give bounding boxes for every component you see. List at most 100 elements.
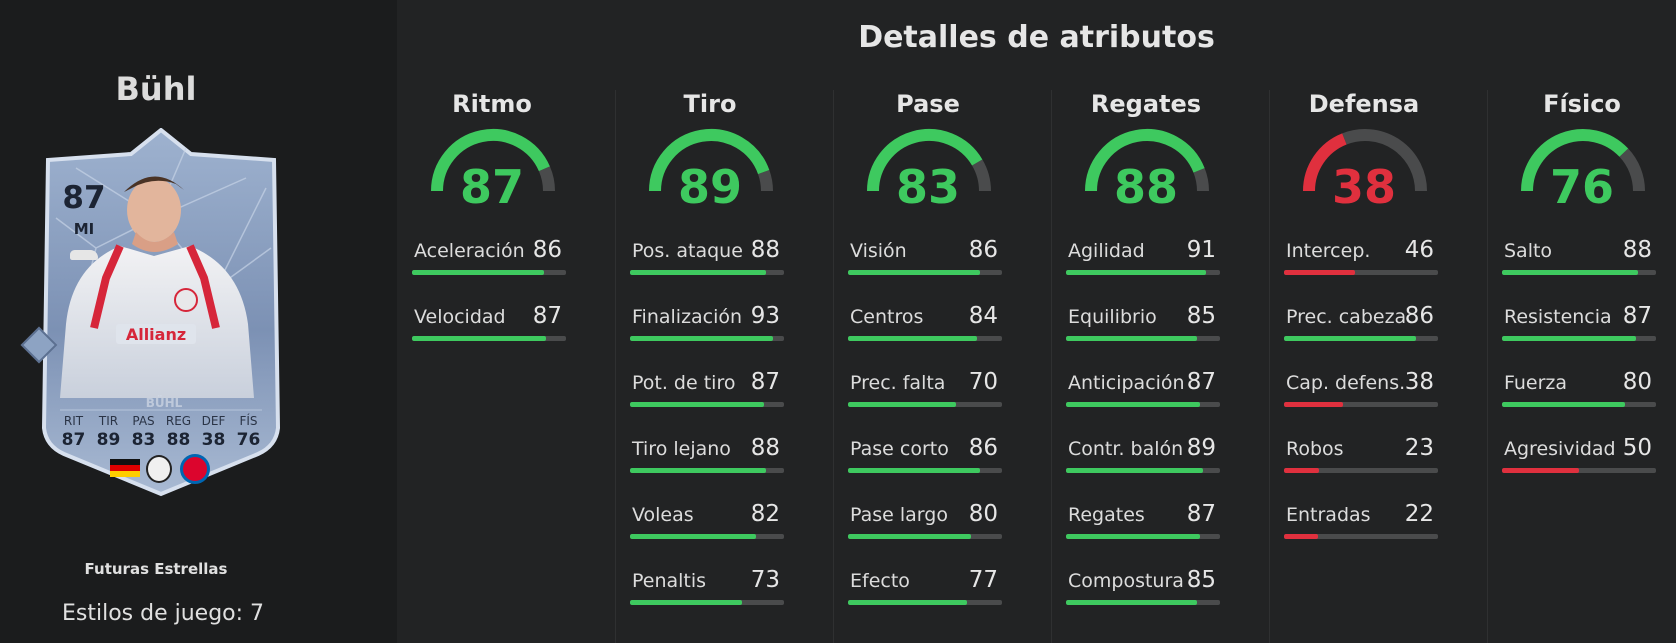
- category-gauge: [867, 129, 991, 192]
- boot-icon: [70, 250, 98, 260]
- stat-row: Equilibrio 85: [1066, 303, 1226, 356]
- stat-label: Prec. cabeza: [1286, 306, 1407, 328]
- stat-bar-fill: [1066, 534, 1200, 539]
- category-gauge: [1521, 129, 1645, 192]
- stat-value: 22: [1404, 501, 1434, 527]
- stat-row: Pos. ataque 88: [630, 237, 790, 290]
- category-value: 88: [1113, 160, 1178, 214]
- stat-value: 87: [532, 303, 562, 329]
- category-5: Físico 76 Salto 88 Resistencia 87 Fuerza 80 Agre…: [1502, 90, 1662, 630]
- stat-label: Pase largo: [850, 504, 948, 526]
- stat-bar: [1066, 534, 1220, 539]
- category-name: Físico: [1543, 90, 1621, 118]
- column-divider: [833, 90, 834, 643]
- stat-value: 88: [750, 237, 780, 263]
- column-divider: [1269, 90, 1270, 643]
- stat-row: Centros 84: [848, 303, 1008, 356]
- stat-value: 86: [1404, 303, 1434, 329]
- stat-bar: [1066, 270, 1220, 275]
- stat-bar-fill: [630, 270, 766, 275]
- card-stat-value: 38: [201, 430, 226, 450]
- card-stat-value: 89: [96, 430, 121, 450]
- stat-row: Intercep. 46: [1284, 237, 1444, 290]
- stat-value: 87: [1622, 303, 1652, 329]
- card-stat-value: 88: [166, 430, 191, 450]
- stat-bar: [848, 402, 1002, 407]
- stat-bar: [1284, 336, 1438, 341]
- stat-label: Aceleración: [414, 240, 525, 262]
- stat-value: 91: [1186, 237, 1216, 263]
- stat-value: 23: [1404, 435, 1434, 461]
- stat-value: 88: [1622, 237, 1652, 263]
- gauge-fill: [1085, 129, 1205, 192]
- stat-bar: [630, 600, 784, 605]
- column-divider: [1051, 90, 1052, 643]
- stat-row: Aceleración 86: [412, 237, 572, 290]
- stat-bar: [1066, 336, 1220, 341]
- league-badge-icon: [146, 455, 172, 483]
- stat-row: Agilidad 91: [1066, 237, 1226, 290]
- stat-bar: [1066, 402, 1220, 407]
- stat-label: Robos: [1286, 438, 1344, 460]
- stat-bar-fill: [848, 600, 967, 605]
- stat-label: Velocidad: [414, 306, 506, 328]
- stat-value: 87: [1186, 501, 1216, 527]
- stat-bar-fill: [848, 336, 978, 341]
- stat-row: Prec. cabeza 86: [1284, 303, 1444, 356]
- stat-label: Resistencia: [1504, 306, 1612, 328]
- category-name: Pase: [896, 90, 960, 118]
- stat-bar: [1066, 468, 1220, 473]
- stat-row: Salto 88: [1502, 237, 1662, 290]
- stat-label: Agilidad: [1068, 240, 1145, 262]
- stat-bar: [1502, 336, 1656, 341]
- gauge-fill: [1521, 129, 1629, 192]
- card-stat-value: 87: [61, 430, 86, 450]
- stat-bar: [412, 270, 566, 275]
- category-1: Tiro 89 Pos. ataque 88 Finalización 93 Pot. de…: [630, 90, 790, 630]
- category-0: Ritmo 87 Aceleración 86 Velocidad 87: [412, 90, 572, 630]
- category-name: Regates: [1090, 90, 1202, 118]
- card-position: MI: [73, 220, 95, 238]
- stat-value: 73: [750, 567, 780, 593]
- stat-row: Cap. defens. 38: [1284, 369, 1444, 422]
- stat-row: Voleas 82: [630, 501, 790, 554]
- card-stat-value: 83: [131, 430, 156, 450]
- stat-label: Entradas: [1286, 504, 1371, 526]
- stat-label: Efecto: [850, 570, 910, 592]
- stat-bar: [848, 336, 1002, 341]
- stat-value: 82: [750, 501, 780, 527]
- stat-label: Equilibrio: [1068, 306, 1157, 328]
- card-player-name: BÜHL: [145, 396, 183, 410]
- stat-row: Resistencia 87: [1502, 303, 1662, 356]
- gauge-track: [538, 166, 555, 192]
- stat-label: Centros: [850, 306, 924, 328]
- category-value: 83: [895, 160, 960, 214]
- category-value: 87: [459, 160, 524, 214]
- gauge-track: [1193, 168, 1209, 192]
- stat-label: Compostura: [1068, 570, 1184, 592]
- stat-value: 87: [1186, 369, 1216, 395]
- stat-bar: [412, 336, 566, 341]
- playstyles-count: Estilos de juego: 7: [62, 601, 265, 626]
- gauge-fill: [867, 129, 983, 192]
- stat-bar-fill: [630, 600, 743, 605]
- card-stat-label: PAS: [132, 414, 155, 428]
- stat-value: 85: [1186, 567, 1216, 593]
- stat-row: Efecto 77: [848, 567, 1008, 620]
- stat-bar: [630, 468, 784, 473]
- stat-label: Agresividad: [1504, 438, 1616, 460]
- card-stat-values: 87 89 83 88 38 76: [56, 430, 266, 450]
- stat-bar-fill: [1502, 336, 1636, 341]
- stat-bar: [848, 600, 1002, 605]
- stat-bar: [848, 468, 1002, 473]
- gauge-fill: [431, 129, 550, 192]
- player-card[interactable]: Allianz 87 MI BÜHL RIT TIR PAS REG DEF F…: [20, 128, 286, 502]
- stat-value: 70: [968, 369, 998, 395]
- stat-row: Contr. balón 89: [1066, 435, 1226, 488]
- stat-label: Finalización: [632, 306, 743, 328]
- section-title: Detalles de atributos: [858, 20, 1215, 55]
- stat-label: Contr. balón: [1068, 438, 1184, 460]
- stat-bar-fill: [1284, 336, 1417, 341]
- stat-label: Tiro lejano: [632, 438, 731, 460]
- category-name: Ritmo: [452, 90, 532, 118]
